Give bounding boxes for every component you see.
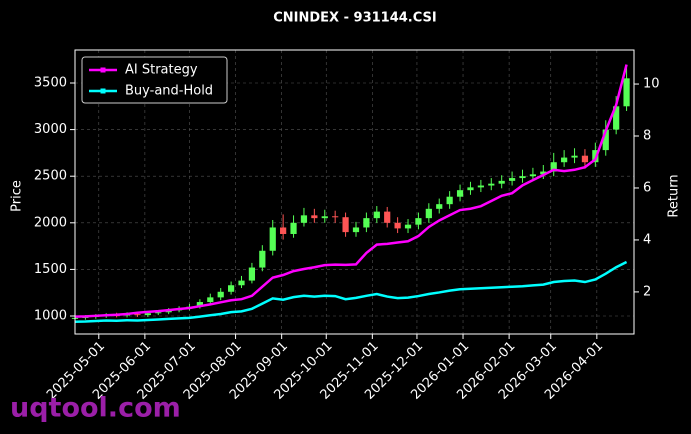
- candle-body: [332, 216, 339, 218]
- candle-body: [404, 224, 412, 229]
- y-tick-label: 3500: [34, 75, 67, 90]
- candle-body: [311, 215, 318, 219]
- candle-body: [436, 204, 443, 209]
- candle-body: [280, 227, 287, 234]
- candle-body: [248, 267, 256, 281]
- candle-body: [571, 155, 578, 158]
- y2-tick-label: 10: [643, 77, 660, 92]
- candle-body: [623, 78, 630, 107]
- candle-body: [321, 216, 328, 219]
- candle-body: [196, 302, 203, 307]
- candle-body: [467, 187, 474, 191]
- candle-body: [529, 174, 537, 177]
- candle-body: [488, 183, 495, 186]
- candle-body: [508, 178, 516, 181]
- legend-marker: [100, 88, 106, 94]
- y2-tick-label: 8: [643, 129, 651, 144]
- candle-body: [519, 176, 526, 179]
- legend-marker: [100, 67, 106, 73]
- watermark: uqtool.com: [10, 393, 181, 424]
- candle-body: [425, 208, 432, 219]
- candle-body: [352, 227, 360, 233]
- candle-body: [155, 312, 162, 314]
- y2-tick-label: 4: [643, 232, 651, 247]
- candle-body: [561, 157, 568, 163]
- candle-body: [238, 280, 245, 286]
- y2-axis-label: Return: [667, 174, 682, 217]
- candle-body: [540, 171, 547, 175]
- candle-body: [446, 196, 453, 205]
- candle-body: [217, 291, 224, 298]
- candle-body: [602, 129, 609, 151]
- candle-body: [269, 227, 276, 251]
- candle-body: [134, 314, 141, 316]
- candle-body: [613, 106, 620, 130]
- y-tick-label: 2500: [34, 169, 67, 184]
- candle-body: [207, 297, 214, 303]
- plot-frame: [74, 49, 635, 335]
- y-axis-label: Price: [10, 180, 25, 212]
- series-line: [74, 64, 628, 318]
- legend-box: [81, 56, 228, 104]
- y2-tick-label: 6: [643, 180, 651, 195]
- candle-body: [581, 155, 589, 163]
- candle-body: [498, 180, 505, 184]
- chart-title: CNINDEX - 931144.CSI: [273, 11, 436, 26]
- y2-tick-label: 2: [643, 284, 651, 299]
- candle-body: [384, 211, 391, 223]
- y-tick-label: 1000: [34, 309, 67, 324]
- candle-body: [415, 218, 422, 225]
- candle-body: [144, 313, 151, 316]
- candle-body: [342, 217, 349, 233]
- candle-body: [290, 222, 297, 234]
- candle-body: [227, 285, 235, 292]
- y-tick-label: 3000: [34, 122, 67, 137]
- candle-body: [477, 185, 484, 188]
- y-tick-label: 1500: [34, 262, 67, 277]
- candle-body: [259, 250, 266, 268]
- y-tick-label: 2000: [34, 215, 67, 230]
- legend-label: Buy-and-Hold: [125, 84, 213, 99]
- series-line: [74, 260, 628, 324]
- legend-label: AI Strategy: [125, 63, 198, 78]
- candle-body: [394, 222, 401, 229]
- candle-body: [363, 218, 370, 228]
- candle-body: [456, 190, 464, 197]
- candle-body: [550, 162, 557, 172]
- candle-body: [300, 215, 308, 223]
- candle-body: [373, 211, 380, 219]
